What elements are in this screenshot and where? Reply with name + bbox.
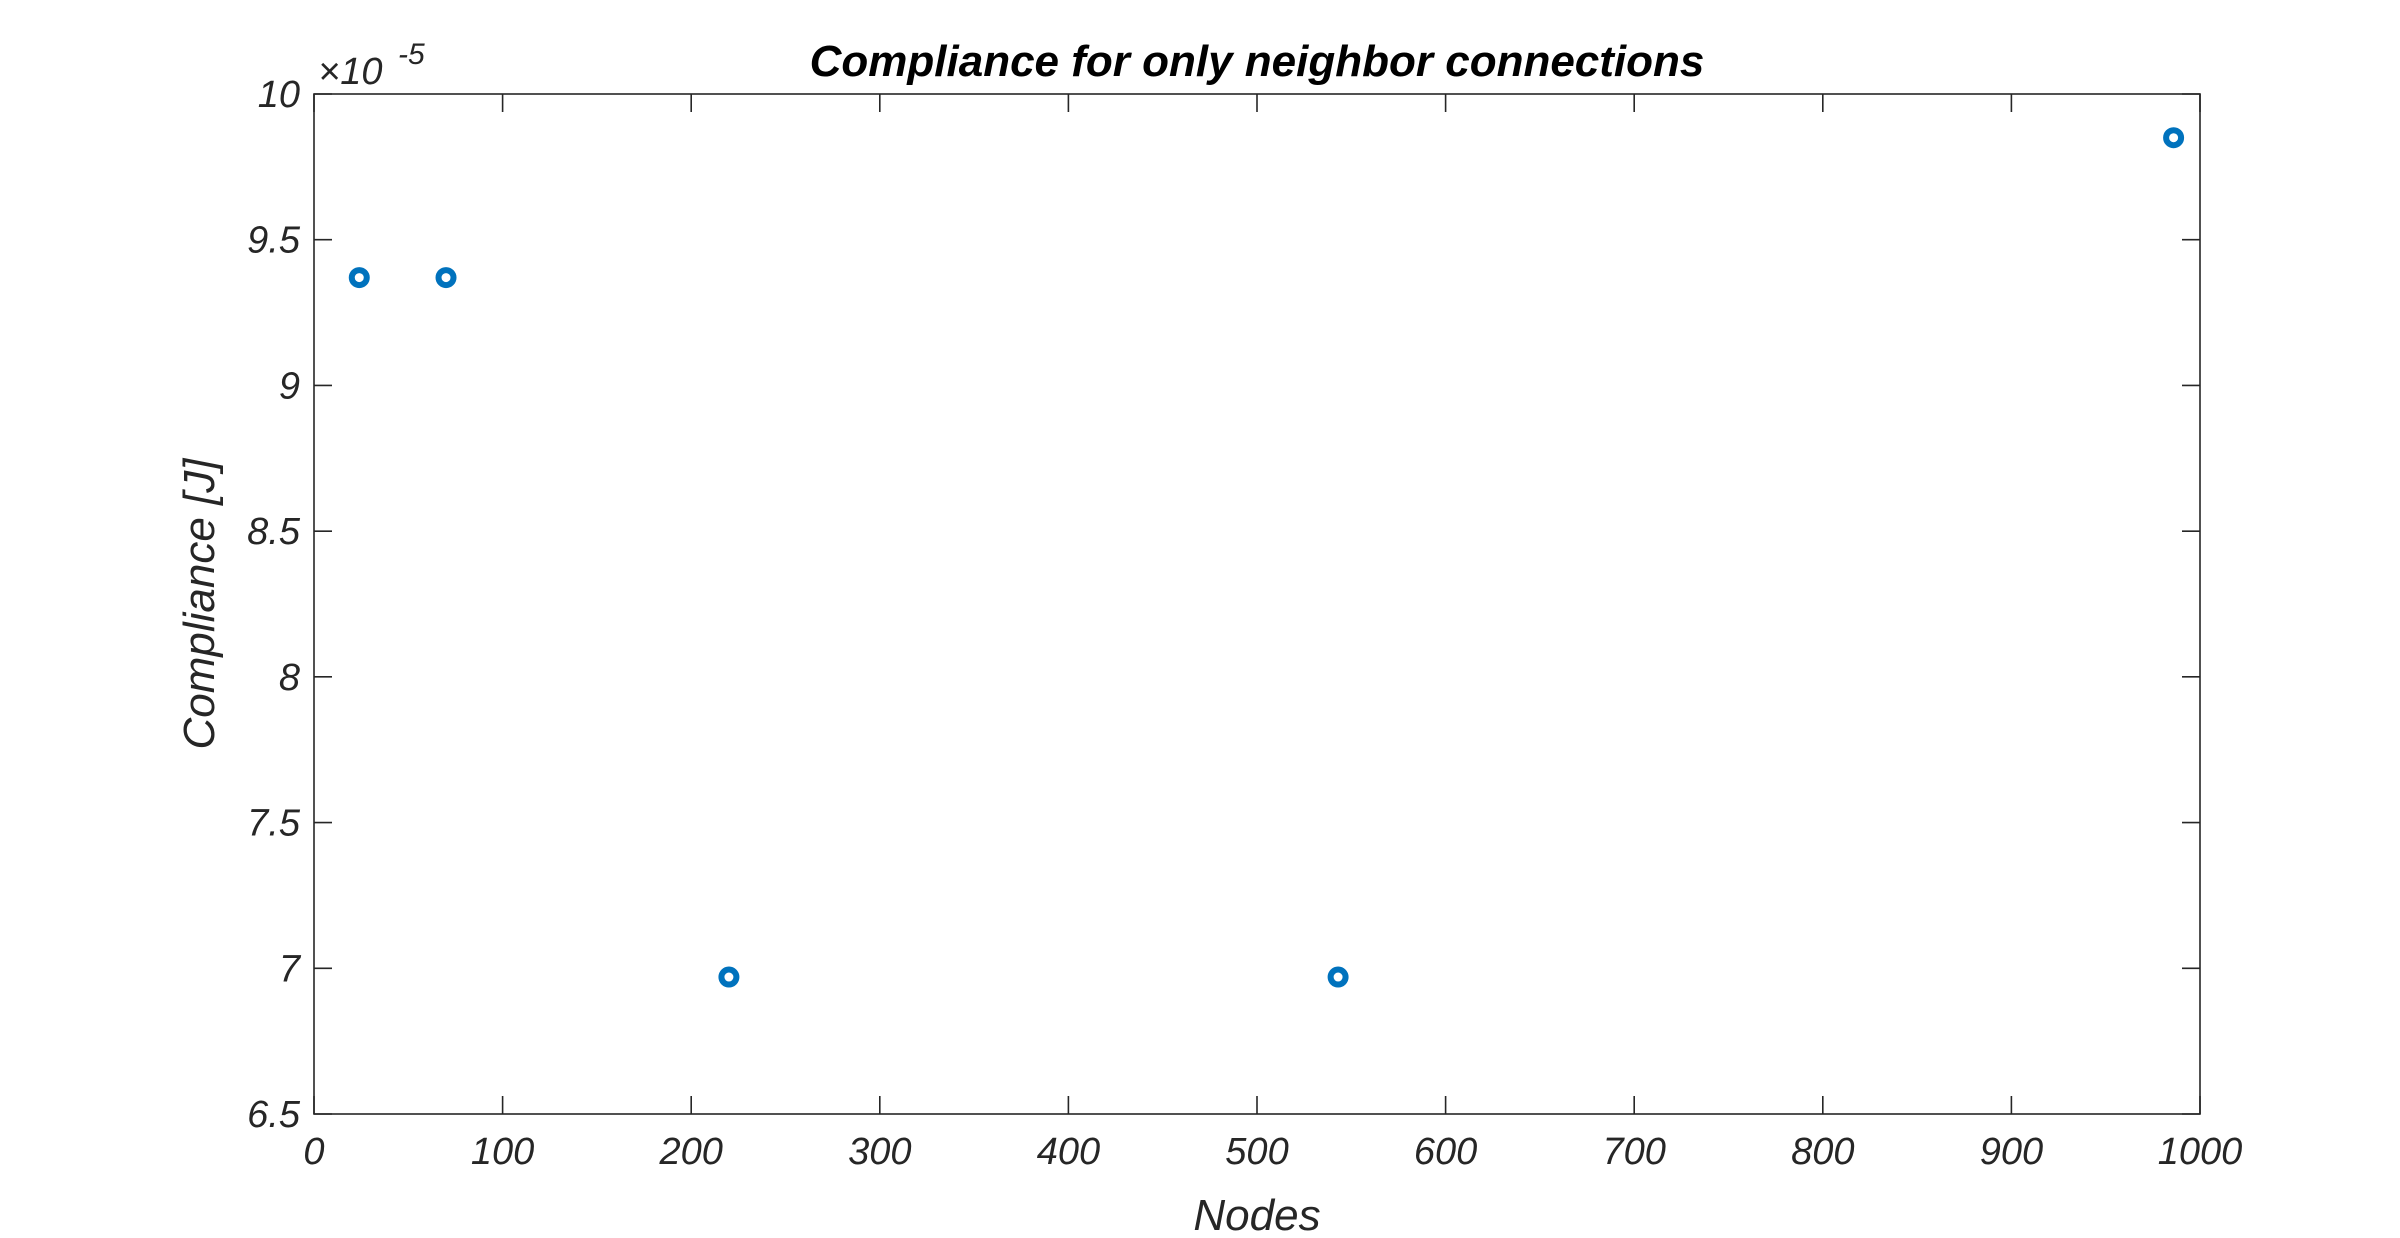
- data-point: [2163, 127, 2185, 149]
- x-tick-label: 100: [471, 1131, 534, 1173]
- x-tick-label: 0: [303, 1131, 324, 1173]
- data-point: [348, 267, 370, 289]
- x-tick-label: 500: [1225, 1131, 1288, 1173]
- x-tick-label: 600: [1414, 1131, 1477, 1173]
- x-tick-label: 1000: [2158, 1131, 2243, 1173]
- x-tick-label: 900: [1980, 1131, 2043, 1173]
- y-tick-label: 10: [258, 74, 300, 116]
- y-axis-ticks: 6.5 7 7.5 8 8.5 9 9.5 10: [247, 74, 2200, 1136]
- y-axis-exponent: ×10 -5: [318, 38, 425, 93]
- y-axis-label: Compliance [J]: [175, 457, 224, 750]
- y-tick-label: 9: [279, 365, 300, 407]
- data-series: [348, 127, 2185, 988]
- x-tick-label: 400: [1037, 1131, 1100, 1173]
- data-point: [718, 966, 740, 988]
- plot-area: [313, 93, 2201, 1115]
- y-axis-exponent-power: -5: [398, 38, 425, 71]
- x-tick-label: 200: [658, 1131, 722, 1173]
- x-axis-label: Nodes: [1193, 1191, 1320, 1238]
- y-tick-label: 7.5: [247, 803, 301, 845]
- chart-title: Compliance for only neighbor connections: [810, 37, 1705, 86]
- data-point: [1327, 966, 1349, 988]
- x-tick-label: 300: [848, 1131, 911, 1173]
- x-tick-label: 700: [1602, 1131, 1665, 1173]
- x-axis-ticks: 0 100 200 300 400 500 600 700 800 900 1000: [303, 94, 2242, 1173]
- y-tick-label: 8.5: [247, 511, 301, 553]
- y-tick-label: 7: [279, 948, 302, 990]
- x-tick-label: 800: [1791, 1131, 1854, 1173]
- y-axis-exponent-base: ×10: [318, 51, 382, 93]
- data-point: [435, 267, 457, 289]
- y-tick-label: 8: [279, 657, 300, 699]
- y-tick-label: 9.5: [247, 220, 301, 262]
- y-tick-label: 6.5: [247, 1094, 301, 1136]
